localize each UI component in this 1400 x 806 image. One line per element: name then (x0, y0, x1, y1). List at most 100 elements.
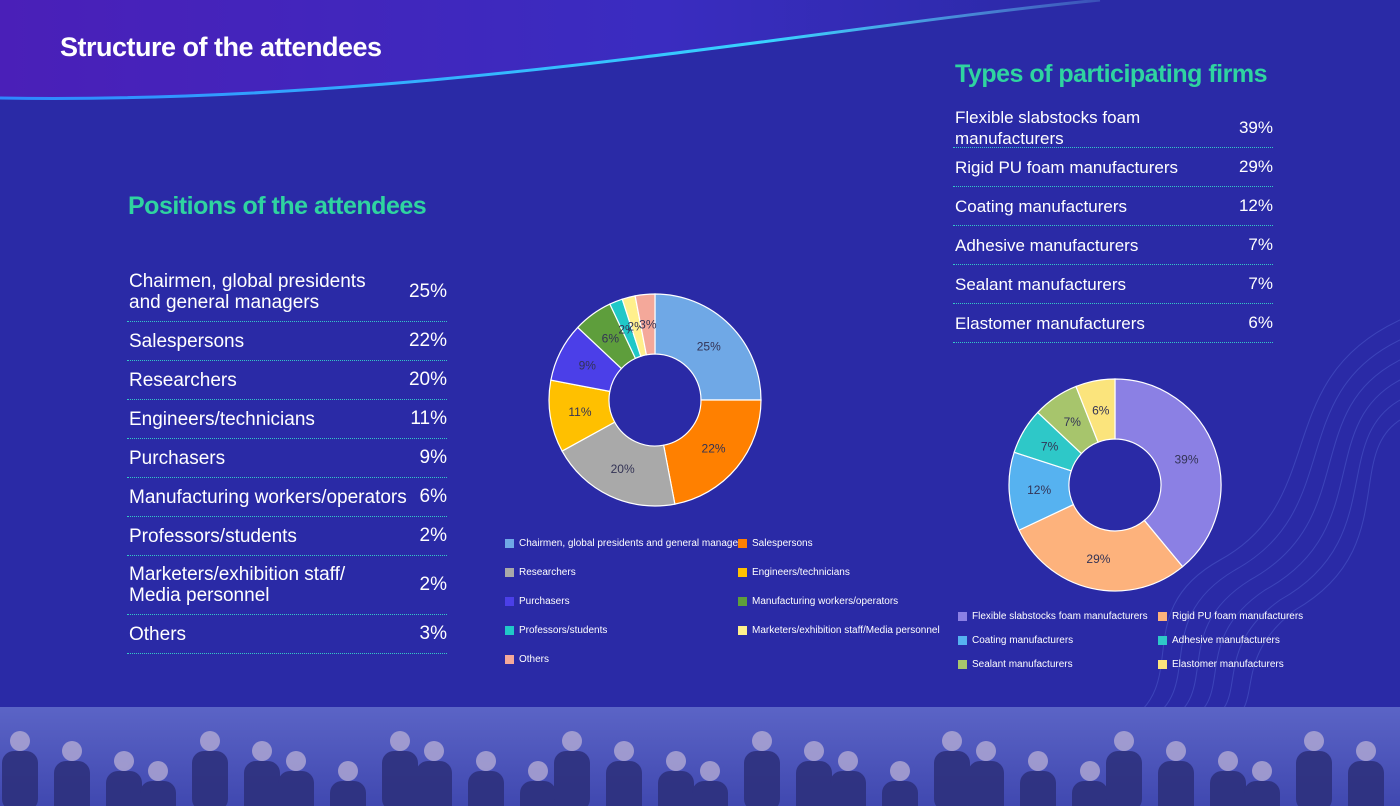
legend-swatch (958, 612, 967, 621)
legend-label: Manufacturing workers/operators (752, 596, 899, 607)
row-percentage: 6% (419, 486, 447, 507)
legend-label: Elastomer manufacturers (1172, 659, 1284, 670)
row-percentage: 2% (419, 525, 447, 546)
legend-label: Rigid PU foam manufacturers (1172, 611, 1304, 622)
slice-data-label: 22% (702, 441, 726, 455)
row-label: Adhesive manufacturers (955, 235, 1139, 255)
positions-heading: Positions of the attendees (128, 192, 427, 220)
legend-item: Elastomer manufacturers (1158, 659, 1284, 670)
row-label: Flexible slabstocks foam manufacturers (955, 108, 1141, 148)
legend-item: Engineers/technicians (738, 567, 850, 578)
legend-swatch (1158, 660, 1167, 669)
legend-swatch (738, 597, 747, 606)
table-row: Marketers/exhibition staff/ Media person… (127, 556, 447, 615)
legend-label: Sealant manufacturers (972, 659, 1073, 670)
donut-slice (1018, 503, 1184, 592)
slice-data-label: 20% (611, 462, 635, 476)
legend-swatch (738, 539, 747, 548)
legend-item: Sealant manufacturers (958, 659, 1073, 670)
table-row: Sealant manufacturers 7% (953, 265, 1273, 304)
legend-swatch (1158, 612, 1167, 621)
audience-photo (0, 707, 1400, 806)
table-row: Adhesive manufacturers 7% (953, 226, 1273, 265)
row-label: Professors/students (129, 525, 297, 547)
row-label: Purchasers (129, 447, 226, 469)
row-percentage: 11% (410, 408, 447, 429)
donut-slice (1114, 378, 1222, 568)
legend-item: Purchasers (505, 596, 570, 607)
row-label: Salespersons (129, 330, 245, 352)
legend-label: Others (519, 654, 550, 665)
legend-label: Coating manufacturers (972, 635, 1074, 646)
legend-item: Marketers/exhibition staff/Media personn… (738, 625, 940, 636)
legend-item: Salespersons (738, 538, 813, 549)
slice-data-label: 7% (1064, 415, 1082, 429)
legend-label: Adhesive manufacturers (1172, 635, 1280, 646)
row-percentage: 12% (1238, 196, 1273, 215)
table-row: Chairmen, global presidents and general … (127, 262, 447, 322)
table-row: Purchasers 9% (127, 439, 447, 478)
legend-swatch (738, 568, 747, 577)
slice-data-label: 29% (1086, 552, 1110, 566)
slice-data-label: 7% (1041, 439, 1059, 453)
legend-label: Professors/students (519, 625, 608, 636)
row-label: Others (129, 623, 187, 645)
table-row: Flexible slabstocks foam manufacturers 3… (953, 108, 1273, 148)
row-label: Coating manufacturers (955, 196, 1127, 216)
legend-swatch (958, 660, 967, 669)
table-row: Researchers 20% (127, 361, 447, 400)
donut-slice (634, 293, 656, 356)
donut-slice (1075, 378, 1116, 444)
slice-data-label: 9% (579, 358, 597, 372)
slice-data-label: 6% (602, 332, 620, 346)
row-label: Researchers (129, 369, 237, 391)
donut-slice (662, 399, 762, 505)
legend-item: Coating manufacturers (958, 635, 1073, 646)
legend-item: Researchers (505, 567, 576, 578)
legend-label: Marketers/exhibition staff/Media personn… (752, 625, 940, 636)
legend-item: Professors/students (505, 625, 607, 636)
table-row: Professors/students 2% (127, 517, 447, 556)
legend-swatch (505, 597, 514, 606)
positions-table: Chairmen, global presidents and general … (127, 262, 447, 654)
slice-data-label: 6% (1092, 403, 1110, 417)
audience-photo-illustration (2, 731, 1384, 806)
legend-item: Flexible slabstocks foam manufacturers (958, 611, 1148, 622)
legend-swatch (1158, 636, 1167, 645)
table-row: Manufacturing workers/operators 6% (127, 478, 447, 517)
row-label: Chairmen, global presidents and general … (129, 270, 366, 313)
donut-slice (654, 293, 762, 401)
row-label: Engineers/technicians (129, 408, 315, 430)
firms-heading: Types of participating firms (955, 60, 1267, 88)
firms-donut-chart: 39% 29% 12% 7% 7% 6% (1008, 378, 1222, 592)
row-percentage: 39% (1238, 118, 1273, 137)
legend-item: Adhesive manufacturers (1158, 635, 1280, 646)
row-label: Rigid PU foam manufacturers (955, 157, 1178, 177)
firms-chart-legend: Flexible slabstocks foam manufacturers Ri… (958, 611, 1303, 677)
slice-data-label: 11% (568, 405, 591, 419)
row-percentage: 29% (1238, 157, 1273, 176)
positions-donut-chart: 25%22%20%11%9%6%2%2%3% (548, 293, 762, 507)
legend-swatch (958, 636, 967, 645)
row-label: Elastomer manufacturers (955, 313, 1145, 333)
row-percentage: 3% (419, 623, 447, 644)
table-row: Rigid PU foam manufacturers 29% (953, 148, 1273, 187)
table-row: Elastomer manufacturers 6% (953, 304, 1273, 343)
row-percentage: 22% (408, 330, 447, 351)
legend-item: Others (505, 654, 549, 665)
legend-label: Chairmen, global presidents and general … (519, 538, 747, 549)
legend-swatch (738, 626, 747, 635)
legend-swatch (505, 626, 514, 635)
row-percentage: 2% (419, 574, 447, 595)
table-row: Coating manufacturers 12% (953, 187, 1273, 226)
row-label: Manufacturing workers/operators (129, 486, 407, 508)
row-percentage: 9% (419, 447, 447, 468)
legend-item: Manufacturing workers/operators (738, 596, 898, 607)
row-label: Marketers/exhibition staff/ Media person… (129, 564, 346, 606)
row-percentage: 7% (1248, 274, 1273, 293)
slice-data-label: 12% (1027, 483, 1051, 497)
row-label: Sealant manufacturers (955, 274, 1127, 294)
legend-item: Rigid PU foam manufacturers (1158, 611, 1303, 622)
row-percentage: 7% (1248, 235, 1273, 254)
legend-swatch (505, 655, 514, 664)
